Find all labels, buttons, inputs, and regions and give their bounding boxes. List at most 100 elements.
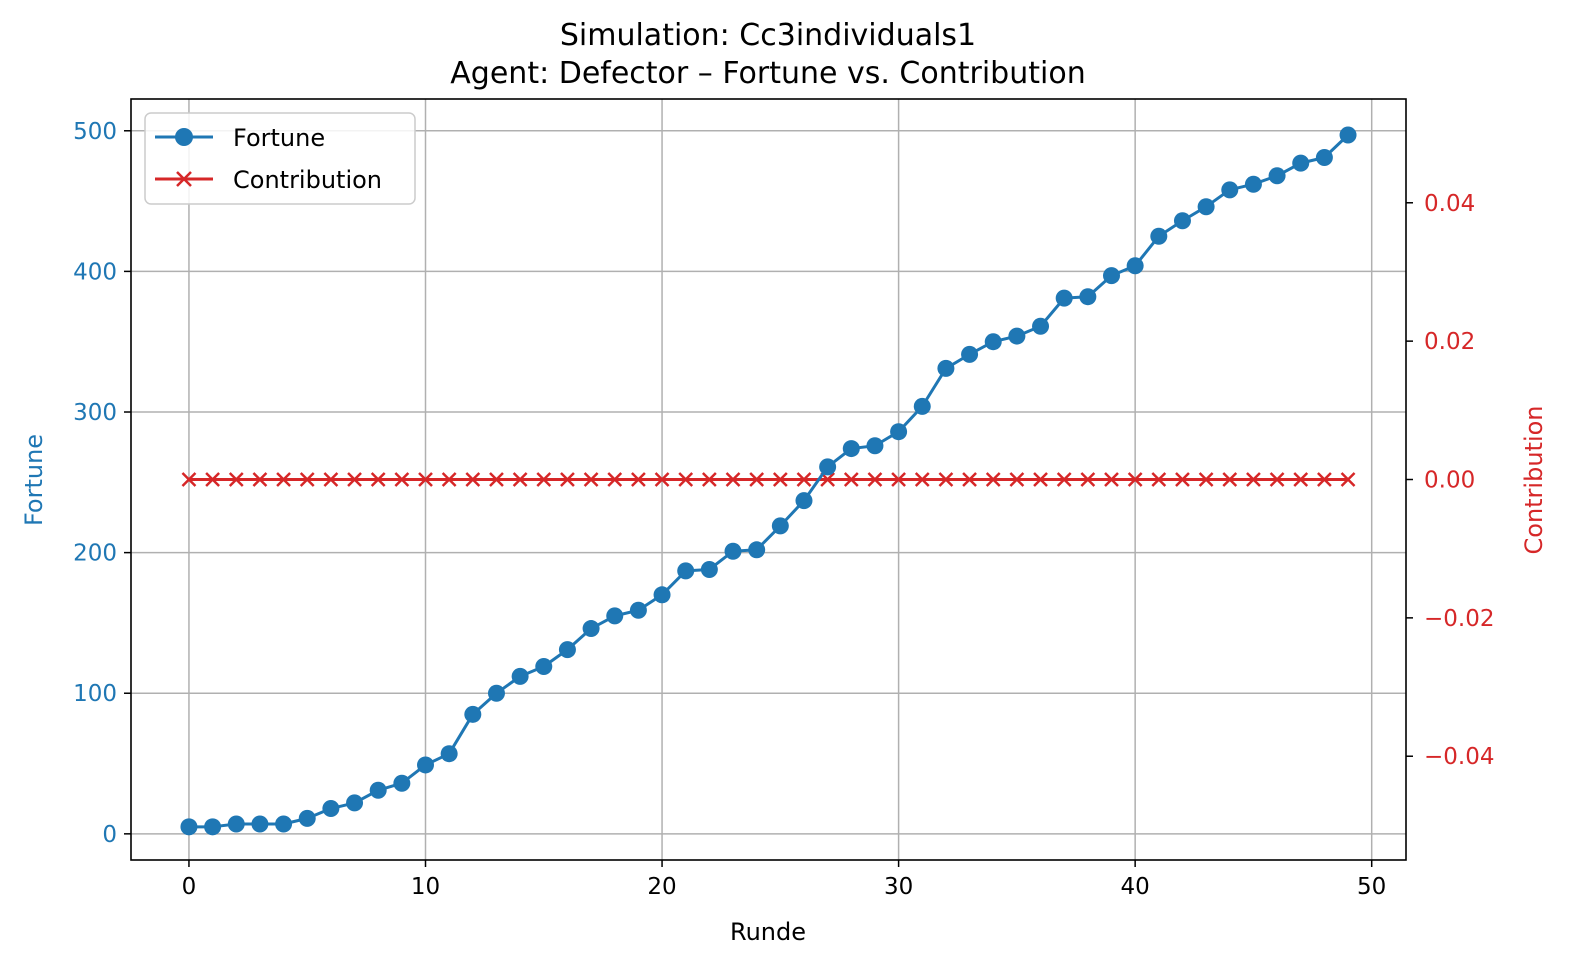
fortune-point: [700, 560, 718, 578]
contribution-point: [418, 472, 433, 487]
fortune-point: [204, 818, 222, 836]
contribution-point: [701, 472, 717, 487]
contribution-point: [1127, 472, 1143, 487]
fortune-point: [369, 781, 387, 799]
contribution-point: [323, 472, 339, 487]
contribution-point: [1151, 472, 1167, 487]
contribution-point: [252, 472, 268, 487]
contribution-point: [654, 472, 670, 487]
left-tick-label: 100: [73, 681, 117, 707]
left-tick-label: 300: [73, 400, 117, 426]
fortune-point: [1126, 257, 1144, 275]
fortune-point: [1150, 227, 1168, 245]
fortune-point: [440, 745, 458, 763]
left-tick-label: 500: [73, 119, 117, 145]
contribution-point: [631, 472, 646, 487]
fortune-point: [866, 437, 884, 455]
contribution-point: [843, 472, 859, 487]
contribution-point: [583, 472, 599, 487]
fortune-point: [1032, 317, 1050, 335]
left-tick-label: 200: [73, 541, 117, 567]
contribution-point: [370, 472, 386, 487]
right-axis-ticks: −0.04 −0.02 0.00 0.02 0.04: [1406, 191, 1494, 770]
contribution-point: [560, 472, 575, 487]
fortune-point: [180, 818, 198, 836]
x-axis-ticks: 0 10 20 30 40 50: [182, 860, 1386, 900]
contribution-point: [1056, 472, 1072, 487]
fortune-point: [558, 641, 576, 659]
fortune-point: [842, 440, 860, 458]
contribution-point: [1317, 472, 1332, 487]
fortune-point: [961, 345, 979, 363]
legend: Fortune Contribution: [144, 112, 416, 205]
contribution-series: [181, 472, 1356, 487]
fortune-point: [771, 517, 789, 535]
contribution-point: [1033, 472, 1048, 487]
fortune-point: [937, 359, 955, 377]
contribution-point: [796, 472, 812, 487]
right-tick-label: 0.02: [1424, 329, 1475, 355]
contribution-point: [465, 472, 481, 487]
contribution-point: [891, 472, 906, 487]
right-tick-label: 0.00: [1424, 468, 1475, 494]
fortune-point: [1315, 148, 1333, 166]
right-tick-label: −0.04: [1424, 744, 1494, 770]
fortune-point: [677, 562, 695, 580]
chart-subtitle: Agent: Defector – Fortune vs. Contributi…: [450, 56, 1085, 91]
contribution-point: [725, 472, 741, 487]
contribution-point: [914, 472, 930, 487]
fortune-point: [819, 458, 837, 476]
fortune-point: [629, 601, 647, 619]
contribution-point: [1009, 472, 1025, 487]
fortune-point: [1173, 212, 1191, 230]
fortune-point: [984, 333, 1002, 351]
contribution-point: [1269, 472, 1285, 487]
contribution-point: [1293, 472, 1309, 487]
fortune-point: [1102, 267, 1120, 285]
contribution-point: [441, 472, 457, 487]
contribution-point: [489, 472, 504, 487]
fortune-point: [464, 705, 482, 723]
contribution-point: [607, 472, 623, 487]
contribution-point: [276, 472, 291, 487]
fortune-point: [322, 800, 340, 818]
fortune-point: [251, 815, 269, 833]
legend-fortune-marker: [175, 128, 193, 146]
right-tick-label: −0.02: [1424, 606, 1494, 632]
fortune-point: [606, 607, 624, 625]
fortune-point: [1008, 327, 1026, 345]
x-tick-label: 10: [411, 874, 440, 900]
fortune-point: [1268, 167, 1286, 185]
contribution-point: [299, 472, 315, 487]
fortune-point: [748, 541, 766, 559]
fortune-point: [913, 397, 931, 415]
contribution-point: [205, 472, 220, 487]
fortune-point: [1055, 289, 1073, 307]
fortune-point: [1197, 198, 1215, 216]
x-axis-label: Runde: [730, 918, 806, 946]
contribution-point: [181, 472, 197, 487]
left-tick-label: 400: [73, 259, 117, 285]
fortune-point: [346, 794, 364, 812]
contribution-point: [512, 472, 528, 487]
contribution-point: [536, 472, 552, 487]
contribution-point: [985, 472, 1001, 487]
x-tick-label: 30: [884, 874, 913, 900]
contribution-point: [1198, 472, 1214, 487]
fortune-point: [582, 620, 600, 638]
contribution-point: [1175, 472, 1190, 487]
fortune-point: [1221, 181, 1239, 199]
legend-contribution-marker: [176, 171, 192, 187]
contribution-point: [678, 472, 694, 487]
fortune-point: [1079, 288, 1097, 306]
fortune-point: [1292, 154, 1310, 172]
fortune-point: [890, 423, 908, 441]
right-axis-label: Contribution: [1520, 405, 1548, 554]
fortune-point: [653, 586, 671, 604]
fortune-point: [487, 684, 505, 702]
contribution-point: [347, 472, 362, 487]
x-tick-label: 40: [1121, 874, 1150, 900]
contribution-point: [772, 472, 788, 487]
chart-title: Simulation: Cc3individuals1: [560, 18, 976, 53]
